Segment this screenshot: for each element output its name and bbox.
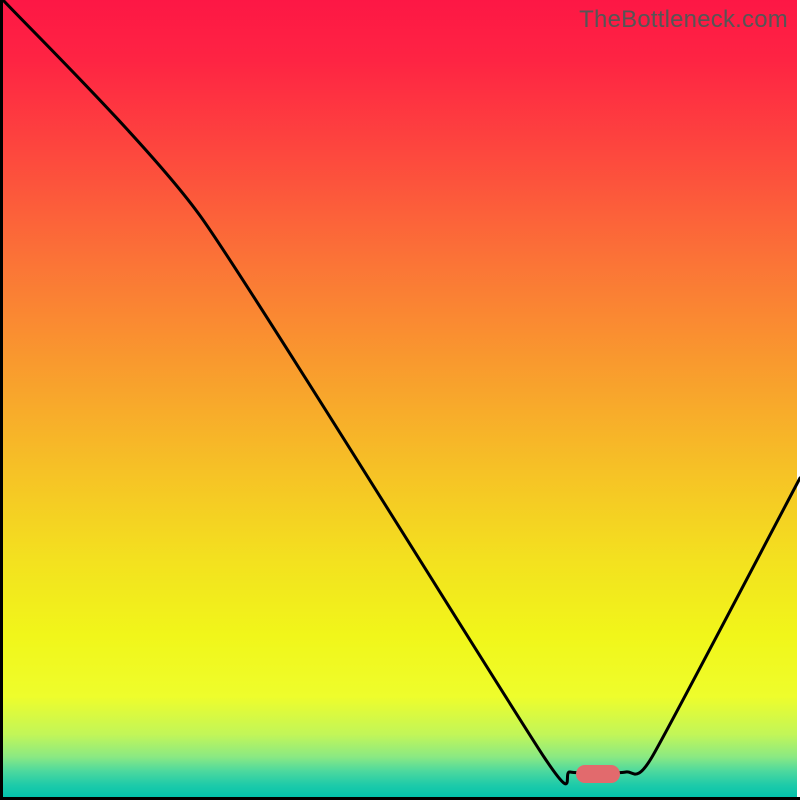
optimum-marker [576, 765, 620, 783]
green-band [3, 757, 797, 797]
background-gradient [3, 0, 797, 757]
plot-area [0, 0, 800, 800]
watermark-text: TheBottleneck.com [579, 6, 788, 34]
y-axis-border [0, 0, 3, 800]
